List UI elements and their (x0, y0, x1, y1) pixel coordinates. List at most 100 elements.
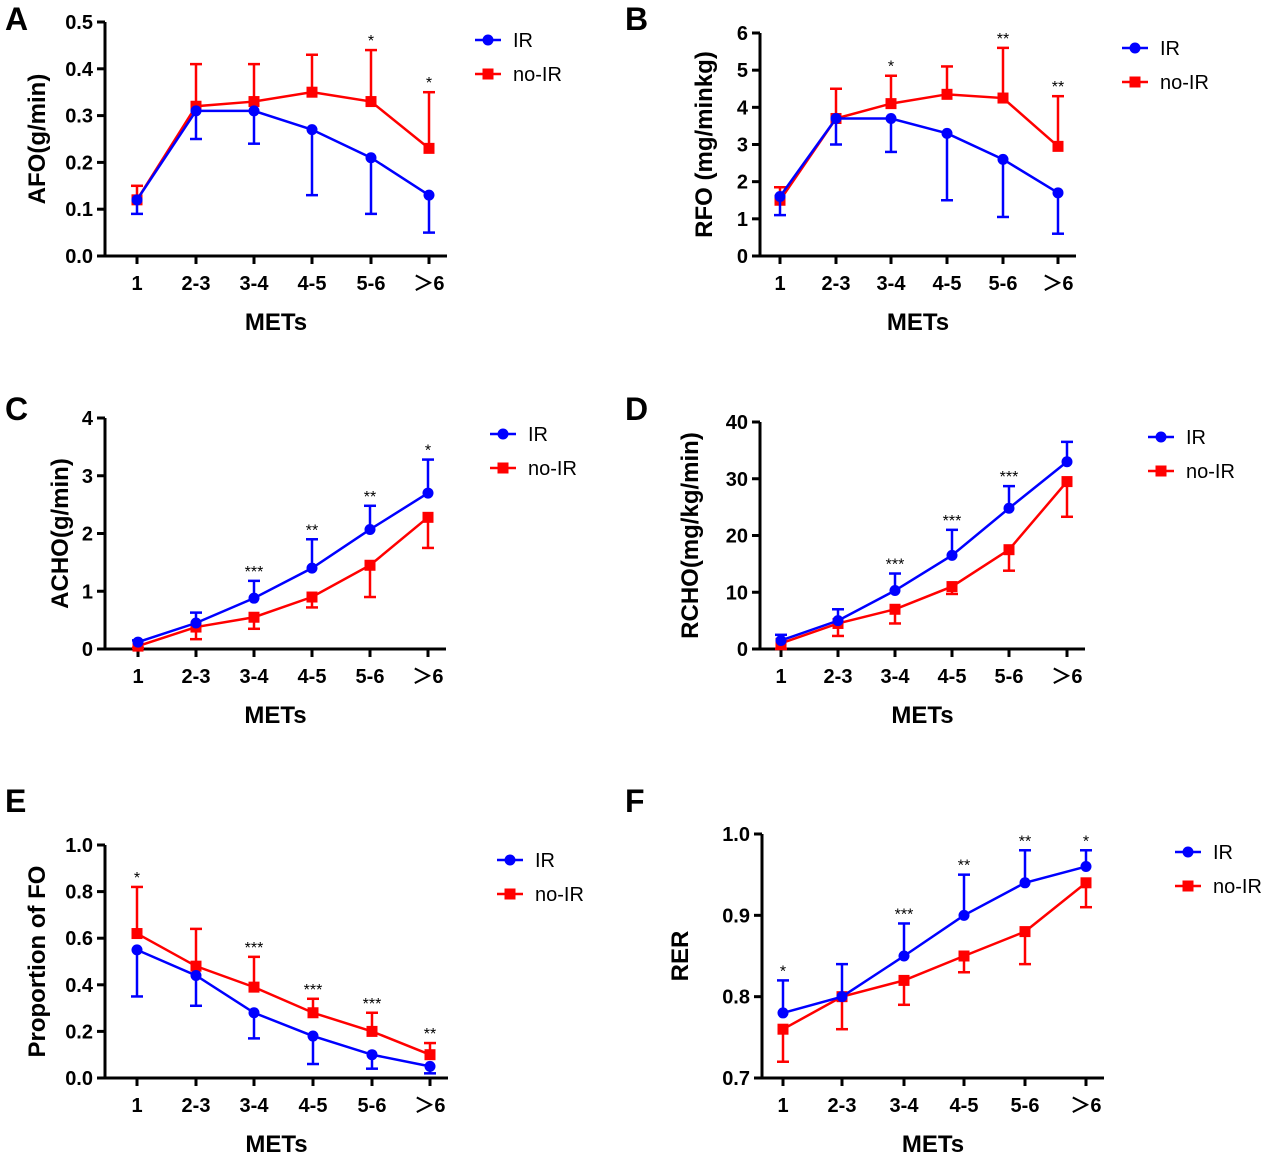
significance-label: * (426, 75, 432, 92)
x-tick-label: 5-6 (1011, 1095, 1040, 1117)
data-point (131, 928, 143, 940)
significance-label: *** (245, 564, 264, 581)
data-point (774, 191, 786, 203)
y-tick-label: 3 (737, 135, 748, 157)
y-tick-label: 3 (82, 466, 93, 488)
y-tick-label: 1 (737, 209, 748, 231)
data-point (365, 152, 377, 164)
data-point (190, 617, 202, 629)
x-axis-label: METs (245, 1131, 307, 1158)
series-line (137, 492, 429, 644)
y-tick-label: 0 (737, 639, 748, 661)
significance-label: *** (363, 996, 382, 1013)
x-tick-label: 3-4 (890, 1095, 920, 1117)
legend-item-no-IR: no-IR (1122, 72, 1209, 94)
data-point (830, 112, 842, 124)
legend-marker (497, 428, 509, 440)
data-point (248, 981, 260, 993)
significance-label: * (368, 33, 374, 50)
data-point (941, 127, 953, 139)
data-point (306, 591, 318, 603)
data-point (836, 991, 848, 1003)
series-line (136, 948, 431, 1068)
series-line (778, 93, 1059, 201)
panel-letter: C (5, 391, 28, 427)
data-point (248, 592, 260, 604)
x-tick-label: 4-5 (950, 1095, 979, 1117)
data-point (1052, 140, 1064, 152)
legend-label: no-IR (528, 458, 577, 480)
significance-label: ** (424, 1026, 436, 1043)
significance-label: *** (245, 940, 264, 957)
y-tick-label: 0 (82, 639, 93, 661)
data-point (248, 96, 260, 108)
significance-label: *** (886, 557, 905, 574)
series-line (135, 90, 430, 201)
x-tick-label: ＞6 (413, 273, 444, 295)
x-tick-label: 5-6 (356, 666, 385, 688)
data-point (885, 112, 897, 124)
significance-label: *** (943, 513, 962, 530)
legend-marker (504, 854, 516, 866)
legend-label: IR (1160, 38, 1180, 60)
legend-marker (1129, 76, 1141, 88)
legend-marker (1129, 42, 1141, 54)
y-tick-label: 1.0 (722, 824, 750, 846)
x-tick-label: 2-3 (182, 1095, 211, 1117)
legend-item-IR: IR (490, 424, 548, 446)
legend-marker (482, 34, 494, 46)
data-point (190, 105, 202, 117)
legend-item-no-IR: no-IR (475, 64, 562, 86)
data-point (190, 969, 202, 981)
significance-label: ** (997, 31, 1009, 48)
data-point (366, 1025, 378, 1037)
data-point (364, 559, 376, 571)
data-point (366, 1049, 378, 1061)
y-tick-label: 40 (726, 412, 748, 434)
series-IR (132, 458, 434, 648)
legend-label: IR (528, 424, 548, 446)
x-tick-label: 5-6 (989, 273, 1018, 295)
y-tick-label: 0.8 (722, 987, 750, 1009)
y-tick-label: 4 (737, 97, 749, 119)
legend-marker (1155, 431, 1167, 443)
data-point (997, 153, 1009, 165)
significance-label: *** (895, 906, 914, 923)
legend-item-IR: IR (1122, 38, 1180, 60)
x-tick-label: 2-3 (182, 273, 211, 295)
x-axis-label: METs (887, 309, 949, 336)
y-tick-label: 0.2 (65, 152, 93, 174)
legend-item-IR: IR (1148, 427, 1206, 449)
panel-B: B 0 1 2 3 4 5 6 1 2-3 3-4 4-5 5-6 ＞6 METs RFO (mg/minkg… (625, 1, 1209, 336)
data-point (1080, 877, 1092, 889)
significance-label: ** (364, 489, 376, 506)
significance-label: *** (304, 982, 323, 999)
data-point (898, 974, 910, 986)
y-tick-label: 0 (737, 246, 748, 268)
y-axis-label: AFO(g/min) (24, 74, 51, 205)
legend-item-no-IR: no-IR (490, 458, 577, 480)
x-tick-label: ＞6 (1042, 273, 1073, 295)
data-point (1019, 877, 1031, 889)
x-tick-label: 2-3 (182, 666, 211, 688)
y-tick-label: 0.7 (722, 1068, 750, 1090)
series-IR (131, 944, 436, 1075)
y-axis-label: RCHO(mg/kg/min) (677, 432, 704, 639)
data-point (898, 950, 910, 962)
data-point (422, 487, 434, 499)
data-point (131, 944, 143, 956)
significance-label: * (888, 59, 894, 76)
y-tick-label: 0.8 (65, 882, 93, 904)
data-point (777, 1023, 789, 1035)
series-line (135, 109, 430, 201)
series-no-IR (131, 885, 436, 1061)
x-tick-label: 5-6 (995, 666, 1024, 688)
data-point (958, 950, 970, 962)
y-tick-label: 0.2 (65, 1021, 93, 1043)
data-point (1061, 476, 1073, 488)
data-point (1003, 544, 1015, 556)
data-point (306, 86, 318, 98)
